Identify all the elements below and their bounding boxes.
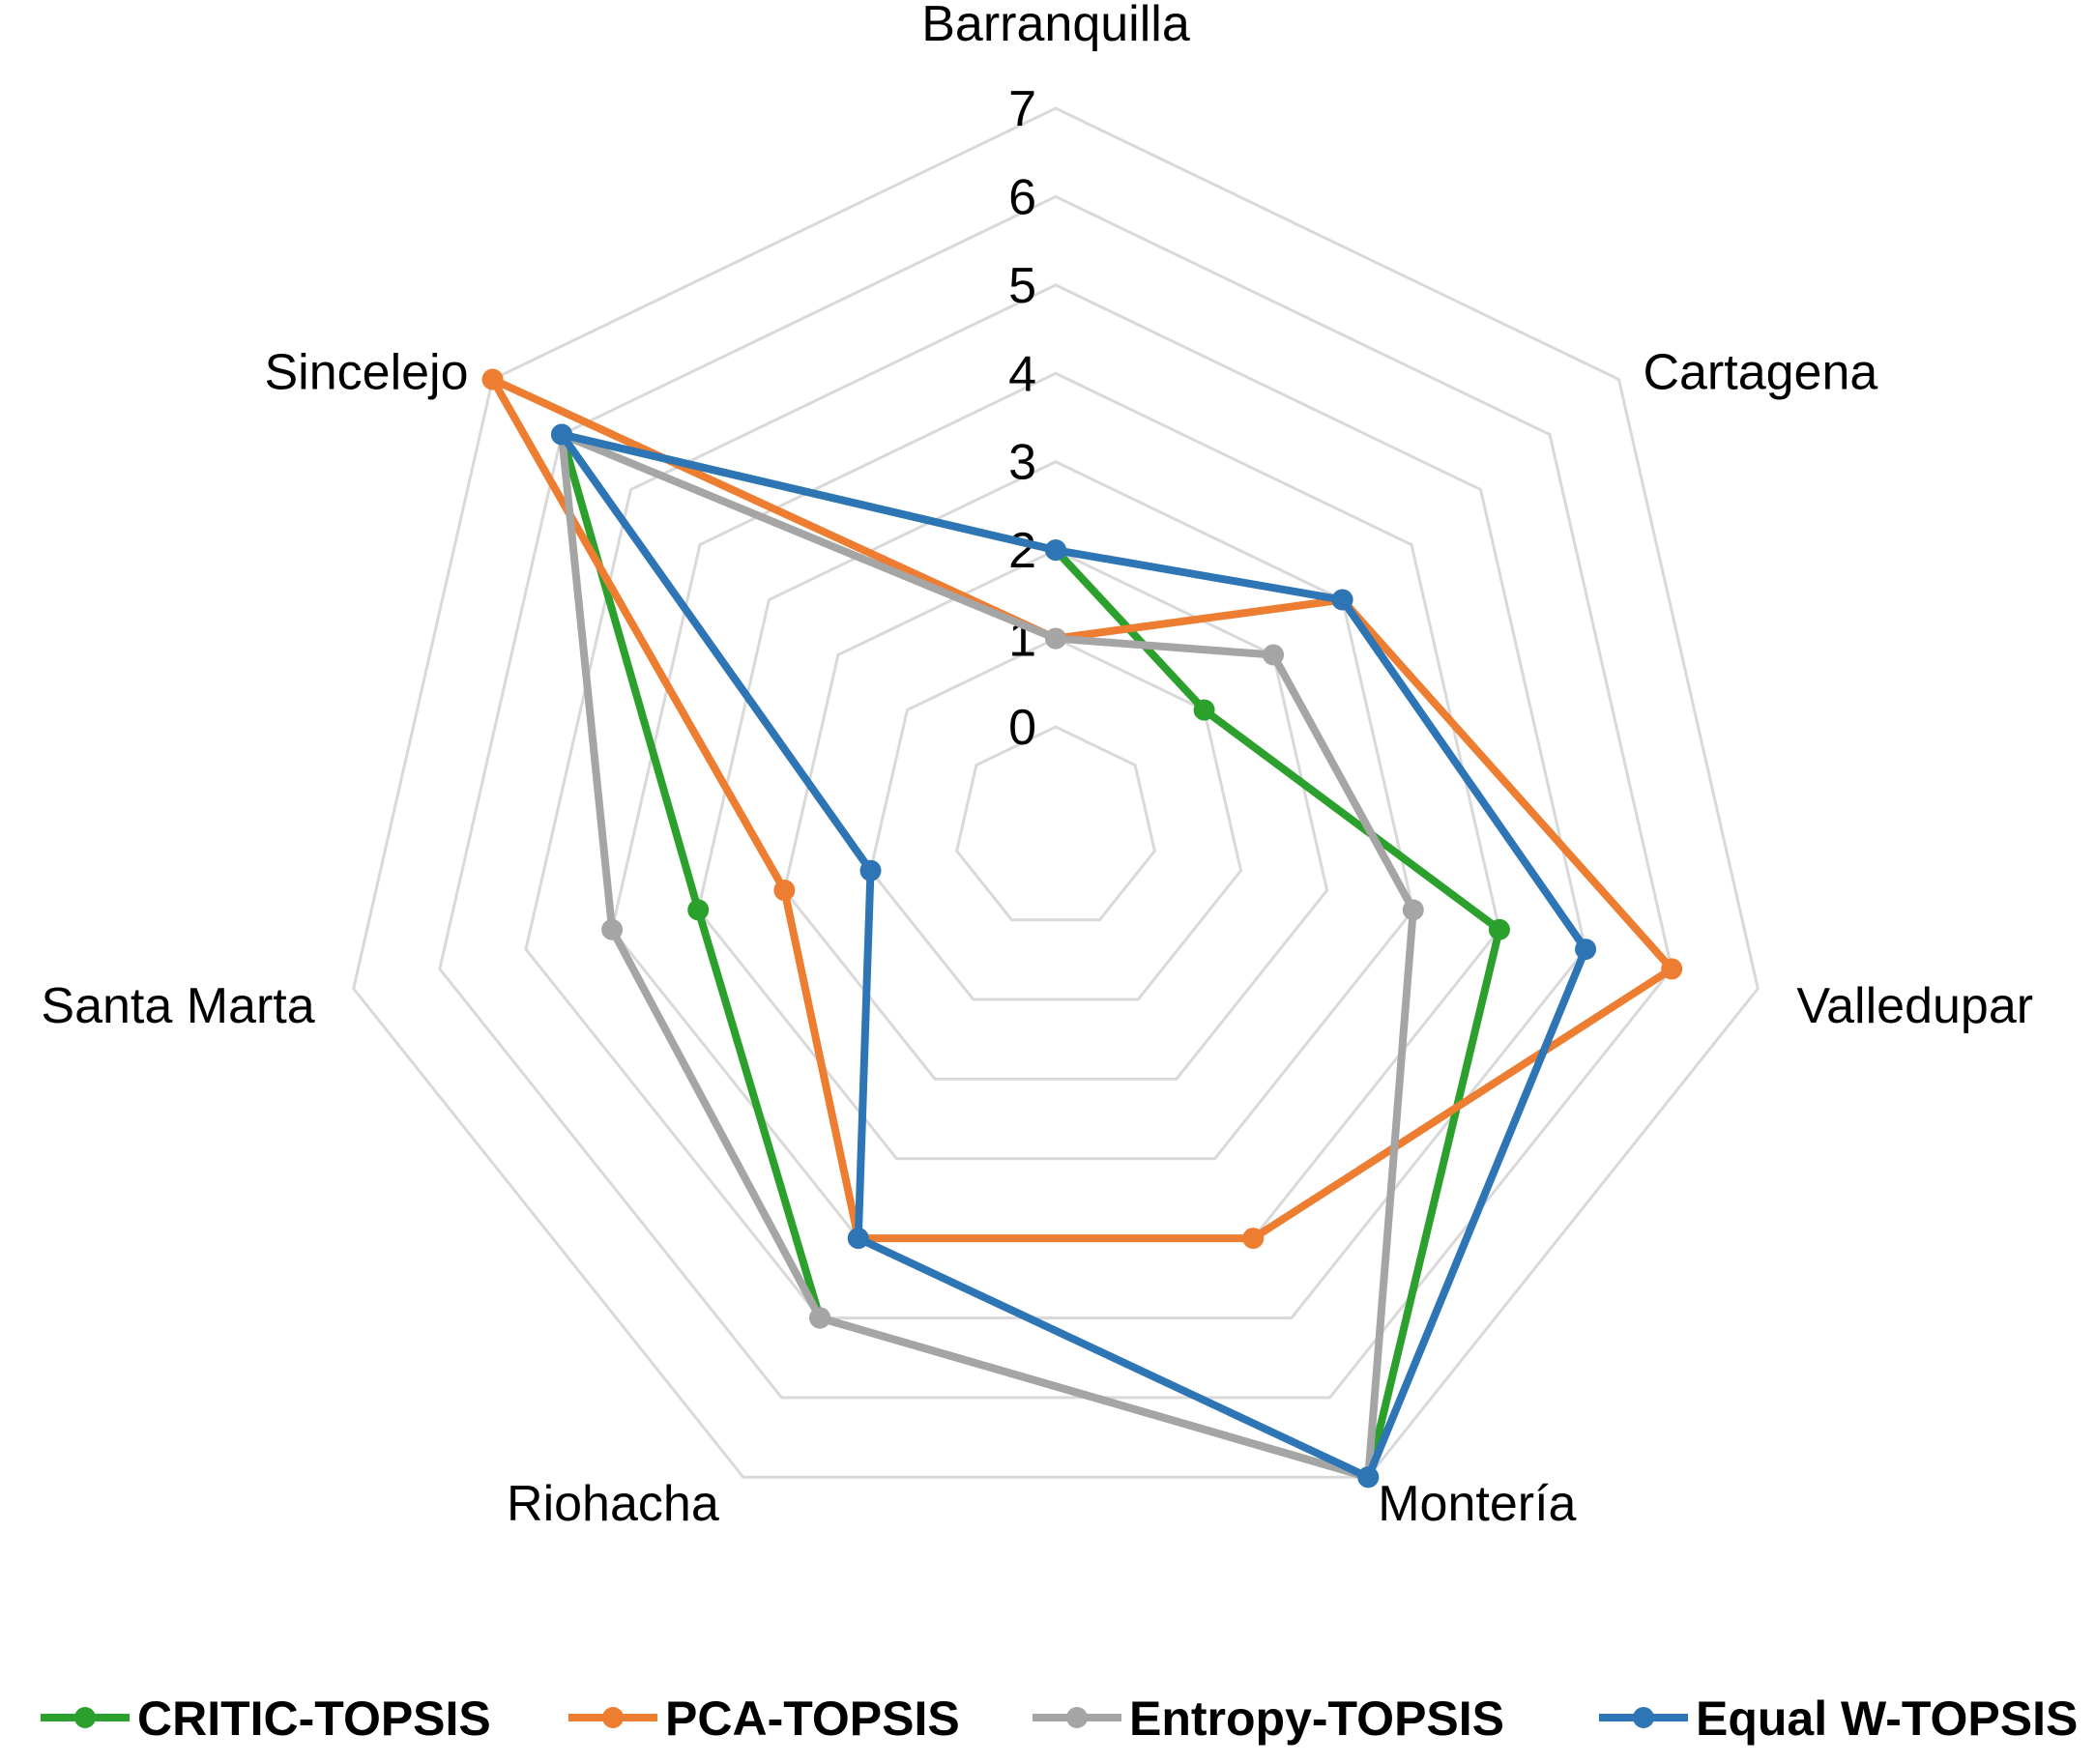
legend-label: Equal W-TOPSIS: [1696, 1692, 2078, 1746]
tick-label: 2: [1008, 523, 1036, 579]
legend-label: PCA-TOPSIS: [665, 1692, 960, 1746]
category-labels: Barranquilla Cartagena Valledupar Montería R…: [41, 0, 2033, 1532]
series-critic-topsis: [551, 423, 1510, 1489]
tick-label: 6: [1008, 169, 1036, 225]
data-point-barranquilla: [1045, 627, 1066, 650]
grid-ring-6: [438, 194, 1673, 1400]
legend-label: CRITIC-TOPSIS: [137, 1692, 491, 1746]
legend-swatch-marker: [74, 1707, 96, 1728]
legend-label: Entropy-TOPSIS: [1129, 1692, 1504, 1746]
data-point-valledupar: [1402, 899, 1424, 921]
grid-ring-7: [352, 106, 1760, 1479]
grid-ring-2: [782, 548, 1329, 1081]
tick-label: 3: [1008, 435, 1036, 491]
legend-item: CRITIC-TOPSIS: [41, 1692, 491, 1746]
data-point-riohacha: [847, 1228, 869, 1250]
series-line: [488, 375, 1676, 1243]
tick-label: 0: [1008, 700, 1036, 756]
data-point-valledupar: [1661, 958, 1683, 980]
data-point-cartagena: [1263, 644, 1285, 666]
grid-ring-4: [610, 371, 1501, 1240]
legend-item: Entropy-TOPSIS: [1033, 1692, 1504, 1746]
category-label-monter-a: Montería: [1378, 1476, 1576, 1532]
data-point-sincelejo: [551, 423, 573, 446]
data-point-valledupar: [1488, 918, 1510, 940]
series-line: [558, 430, 1417, 1482]
legend-swatch-marker: [602, 1707, 624, 1728]
data-point-riohacha: [809, 1307, 831, 1329]
category-label-santa-marta: Santa Marta: [41, 978, 314, 1034]
grid-ring-1: [868, 636, 1243, 1001]
category-label-barranquilla: Barranquilla: [921, 0, 1190, 52]
tick-label: 4: [1008, 346, 1036, 402]
grid-ring-0: [955, 725, 1156, 922]
legend-swatch-marker: [1633, 1707, 1654, 1728]
data-point-santa-marta: [687, 899, 710, 921]
radar-grid: [352, 106, 1760, 1479]
data-point-santa-marta: [601, 918, 624, 940]
data-point-santa-marta: [859, 859, 882, 882]
data-point-cartagena: [1193, 699, 1215, 721]
category-label-cartagena: Cartagena: [1643, 345, 1877, 401]
category-label-riohacha: Riohacha: [507, 1476, 719, 1532]
grid-ring-3: [696, 460, 1415, 1161]
grid-ring-5: [524, 283, 1587, 1319]
data-point-monter-a: [1357, 1466, 1380, 1489]
category-label-valledupar: Valledupar: [1796, 978, 2033, 1034]
legend-swatch-marker: [1066, 1707, 1088, 1728]
series-pca-topsis: [481, 368, 1683, 1250]
category-label-sincelejo: Sincelejo: [265, 345, 469, 401]
legend: CRITIC-TOPSIS PCA-TOPSIS Entropy-TOPSIS Equ…: [41, 1692, 2078, 1746]
data-point-sincelejo: [481, 368, 504, 390]
legend-item: Equal W-TOPSIS: [1599, 1692, 2078, 1746]
series-equal-w-topsis: [551, 423, 1597, 1489]
series-line: [558, 430, 1590, 1482]
data-series: [481, 368, 1683, 1489]
tick-label: 5: [1008, 258, 1036, 314]
data-point-santa-marta: [773, 880, 796, 902]
data-point-monter-a: [1242, 1228, 1265, 1250]
data-point-valledupar: [1575, 939, 1597, 961]
data-point-cartagena: [1331, 589, 1353, 611]
tick-label: 7: [1008, 81, 1036, 137]
data-point-barranquilla: [1045, 539, 1066, 562]
legend-item: PCA-TOPSIS: [568, 1692, 960, 1746]
